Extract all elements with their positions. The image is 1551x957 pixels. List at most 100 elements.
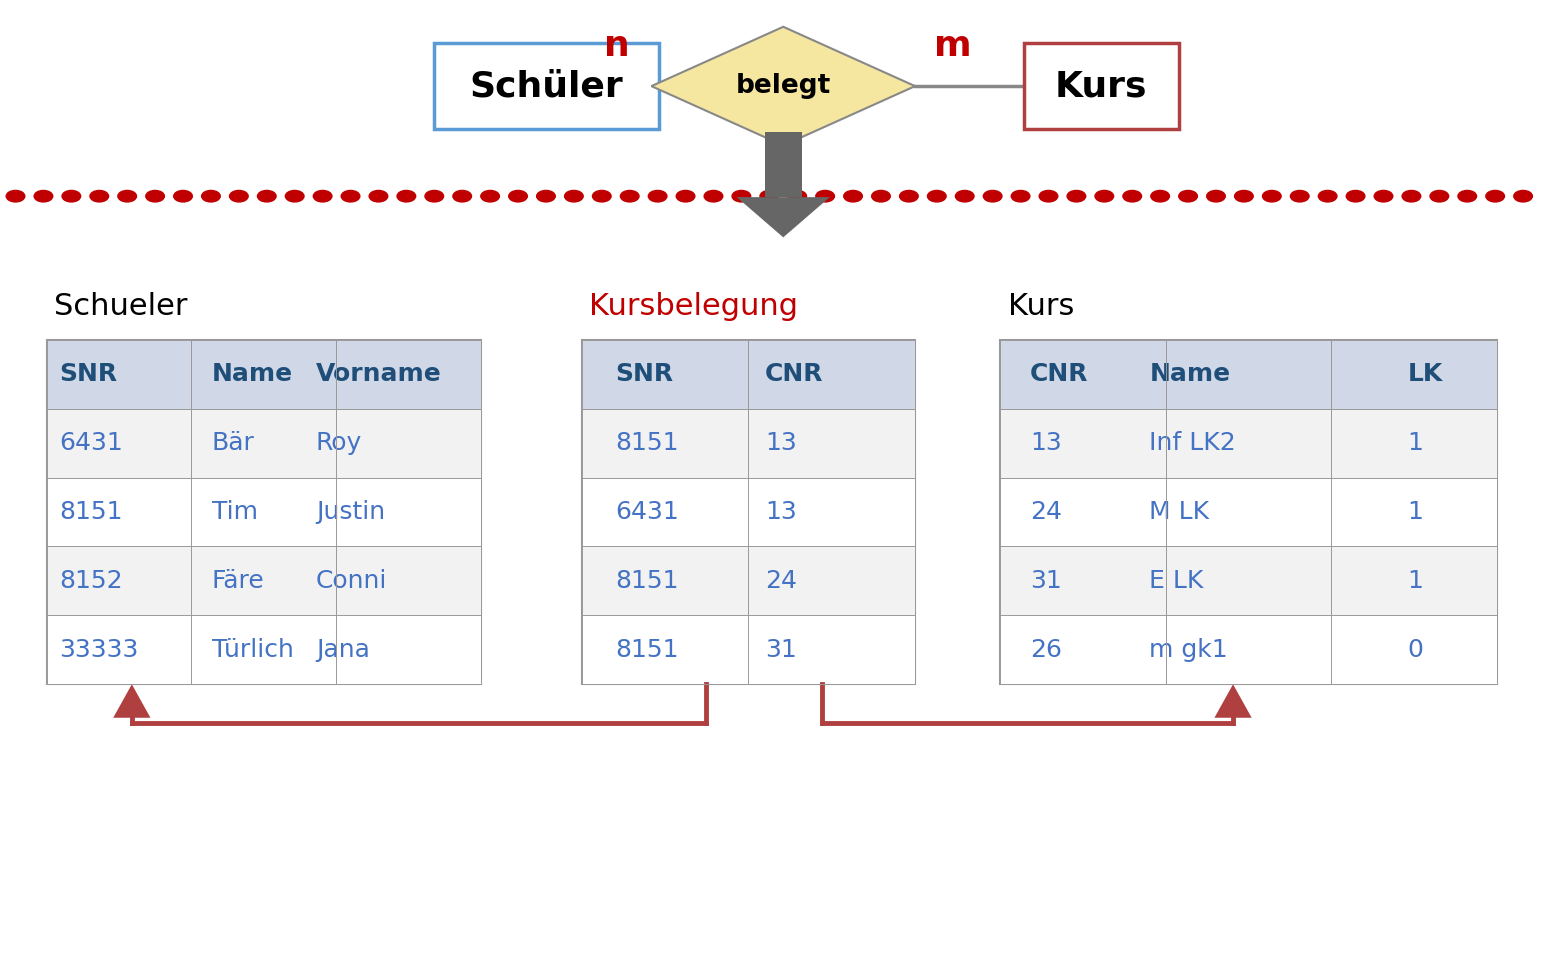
Text: 13: 13: [1030, 431, 1062, 456]
Circle shape: [1430, 190, 1449, 202]
Text: E LK: E LK: [1149, 568, 1204, 593]
Circle shape: [1067, 190, 1086, 202]
Text: LK: LK: [1407, 362, 1442, 387]
Text: 31: 31: [765, 637, 797, 662]
Text: 1: 1: [1407, 500, 1424, 524]
Text: Name: Name: [211, 362, 293, 387]
FancyBboxPatch shape: [582, 340, 915, 409]
Circle shape: [900, 190, 918, 202]
Text: SNR: SNR: [59, 362, 118, 387]
FancyBboxPatch shape: [47, 478, 481, 546]
Text: Tim: Tim: [211, 500, 257, 524]
Text: Inf LK2: Inf LK2: [1149, 431, 1236, 456]
Circle shape: [1458, 190, 1477, 202]
Circle shape: [397, 190, 416, 202]
Circle shape: [369, 190, 388, 202]
Text: M LK: M LK: [1149, 500, 1210, 524]
Circle shape: [1207, 190, 1225, 202]
Circle shape: [118, 190, 136, 202]
FancyBboxPatch shape: [1000, 615, 1497, 684]
FancyBboxPatch shape: [47, 615, 481, 684]
Text: Name: Name: [1149, 362, 1230, 387]
Text: Färe: Färe: [211, 568, 264, 593]
Text: Türlich: Türlich: [211, 637, 293, 662]
Text: 1: 1: [1407, 568, 1424, 593]
Text: 24: 24: [1030, 500, 1062, 524]
Circle shape: [816, 190, 834, 202]
Circle shape: [1346, 190, 1365, 202]
Polygon shape: [1214, 684, 1252, 718]
Circle shape: [1123, 190, 1142, 202]
Circle shape: [481, 190, 499, 202]
Circle shape: [1151, 190, 1169, 202]
Circle shape: [872, 190, 890, 202]
FancyBboxPatch shape: [582, 409, 915, 478]
Text: n: n: [605, 29, 630, 63]
Circle shape: [34, 190, 53, 202]
Circle shape: [313, 190, 332, 202]
FancyBboxPatch shape: [582, 478, 915, 546]
Circle shape: [592, 190, 611, 202]
Circle shape: [62, 190, 81, 202]
Circle shape: [341, 190, 360, 202]
Text: 13: 13: [765, 431, 797, 456]
Text: Kursbelegung: Kursbelegung: [589, 292, 799, 321]
Circle shape: [1263, 190, 1281, 202]
FancyBboxPatch shape: [1000, 478, 1497, 546]
FancyBboxPatch shape: [47, 340, 481, 409]
Circle shape: [509, 190, 527, 202]
Circle shape: [230, 190, 248, 202]
Circle shape: [1179, 190, 1197, 202]
FancyBboxPatch shape: [1000, 340, 1497, 409]
Circle shape: [1486, 190, 1504, 202]
Circle shape: [146, 190, 164, 202]
Circle shape: [760, 190, 779, 202]
Circle shape: [1318, 190, 1337, 202]
FancyBboxPatch shape: [582, 546, 915, 615]
Circle shape: [1402, 190, 1421, 202]
Circle shape: [844, 190, 862, 202]
Text: 13: 13: [765, 500, 797, 524]
Text: 33333: 33333: [59, 637, 140, 662]
Text: 8151: 8151: [614, 568, 678, 593]
Text: 8151: 8151: [614, 431, 678, 456]
Text: Roy: Roy: [316, 431, 361, 456]
Circle shape: [955, 190, 974, 202]
Text: 0: 0: [1407, 637, 1424, 662]
Circle shape: [1235, 190, 1253, 202]
Text: Vorname: Vorname: [316, 362, 442, 387]
Text: 1: 1: [1407, 431, 1424, 456]
Circle shape: [1374, 190, 1393, 202]
FancyBboxPatch shape: [1000, 409, 1497, 478]
Text: 26: 26: [1030, 637, 1062, 662]
Polygon shape: [737, 197, 830, 237]
Text: 8152: 8152: [59, 568, 123, 593]
Circle shape: [788, 190, 807, 202]
Polygon shape: [113, 684, 150, 718]
Polygon shape: [765, 132, 802, 197]
Text: 6431: 6431: [614, 500, 679, 524]
Circle shape: [565, 190, 583, 202]
Circle shape: [1011, 190, 1030, 202]
Text: Schueler: Schueler: [54, 292, 188, 321]
Polygon shape: [651, 27, 915, 145]
Text: Kurs: Kurs: [1055, 69, 1148, 103]
Text: m: m: [934, 29, 971, 63]
Circle shape: [453, 190, 472, 202]
Circle shape: [1514, 190, 1532, 202]
Text: 31: 31: [1030, 568, 1062, 593]
Text: Schüler: Schüler: [470, 69, 624, 103]
Text: CNR: CNR: [1030, 362, 1089, 387]
Circle shape: [983, 190, 1002, 202]
Circle shape: [927, 190, 946, 202]
Circle shape: [425, 190, 444, 202]
Circle shape: [620, 190, 639, 202]
Circle shape: [6, 190, 25, 202]
Text: belegt: belegt: [735, 73, 831, 100]
FancyBboxPatch shape: [47, 340, 481, 684]
Circle shape: [90, 190, 109, 202]
Text: 8151: 8151: [614, 637, 678, 662]
Text: Conni: Conni: [316, 568, 388, 593]
Circle shape: [676, 190, 695, 202]
Text: Jana: Jana: [316, 637, 369, 662]
